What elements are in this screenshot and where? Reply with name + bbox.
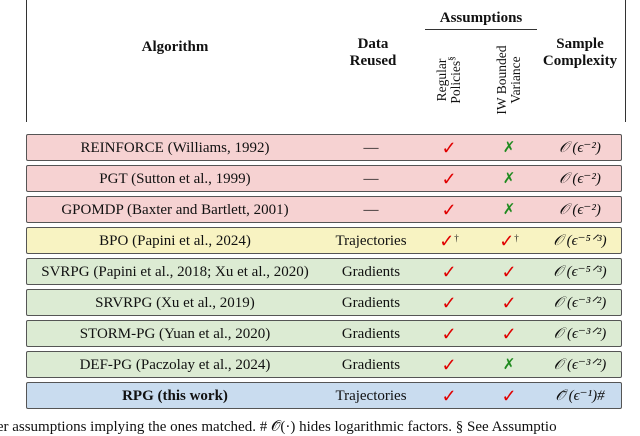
sample-complexity-cell: 𝒪̃ (ϵ⁻¹)# (555, 388, 605, 404)
check-icon: ✓ (441, 386, 457, 406)
dagger-mark: † (514, 233, 519, 243)
regular-policies-cell: ✓ (419, 383, 479, 410)
sample-complexity-cell: 𝒪 (ϵ⁻²) (559, 171, 601, 187)
regular-policies-footnote-mark: § (446, 56, 457, 61)
iw-bounded-variance-cell: ✓ (479, 290, 539, 317)
table-row: STORM-PG (Yuan et al., 2020) Gradients ✓ ✓ 𝒪… (26, 320, 622, 347)
iw-bounded-variance-cell: ✗ (479, 197, 539, 224)
check-icon: ✓ (439, 231, 455, 251)
regular-policies-cell: ✓† (419, 228, 479, 255)
algorithm-cell: BPO (Papini et al., 2024) (99, 233, 251, 249)
footnote-text: cter assumptions implying the ones match… (0, 419, 557, 435)
cross-icon: ✗ (502, 171, 516, 187)
table-row: RPG (this work) Trajectories ✓ ✓ 𝒪̃ (ϵ⁻¹)# (26, 382, 622, 409)
check-icon: ✓ (441, 324, 457, 344)
sample-complexity-cell: 𝒪 (ϵ⁻⁵ᐟ³) (553, 264, 607, 280)
regular-policies-cell: ✓ (419, 135, 479, 162)
algorithm-cell: SVRPG (Papini et al., 2018; Xu et al., 2… (41, 264, 309, 280)
check-icon: ✓ (501, 324, 517, 344)
regular-policies-cell: ✓ (419, 290, 479, 317)
regular-policies-cell: ✓ (419, 259, 479, 286)
iw-bounded-variance-cell: ✗ (479, 135, 539, 162)
sample-complexity-cell: 𝒪 (ϵ⁻⁵ᐟ³) (553, 233, 607, 249)
iw-bounded-variance-header: IW Bounded Variance (494, 45, 523, 115)
algorithm-header: Algorithm (141, 39, 209, 55)
assumptions-header: Assumptions (439, 10, 523, 26)
dagger-mark: † (454, 233, 459, 243)
sample-complexity-cell: 𝒪 (ϵ⁻³ᐟ²) (553, 357, 607, 373)
data-reused-cell: Gradients (341, 326, 401, 342)
algorithm-cell: PGT (Sutton et al., 1999) (99, 171, 251, 187)
algorithm-cell: GPOMDP (Baxter and Bartlett, 2001) (61, 202, 289, 218)
algorithm-cell: RPG (this work) (122, 388, 228, 404)
table-row: SRVRPG (Xu et al., 2019) Gradients ✓ ✓ 𝒪 (ϵ⁻… (26, 289, 622, 316)
sample-complexity-cell: 𝒪 (ϵ⁻³ᐟ²) (553, 295, 607, 311)
check-icon: ✓ (501, 262, 517, 282)
regular-policies-cell: ✓ (419, 352, 479, 379)
check-icon: ✓ (441, 200, 457, 220)
regular-policies-cell: ✓ (419, 321, 479, 348)
check-icon: ✓ (501, 386, 517, 406)
regular-policies-cell: ✓ (419, 197, 479, 224)
check-icon: ✓ (441, 293, 457, 313)
cross-icon: ✗ (502, 357, 516, 373)
sample-complexity-cell: 𝒪 (ϵ⁻³ᐟ²) (553, 326, 607, 342)
table-row: PGT (Sutton et al., 1999) — ✓ ✗ 𝒪 (ϵ⁻²) (26, 165, 622, 192)
data-reused-cell: Trajectories (335, 388, 407, 404)
regular-policies-header: Regular Policies§ (434, 38, 463, 122)
table-row: SVRPG (Papini et al., 2018; Xu et al., 2… (26, 258, 622, 285)
iw-bounded-variance-cell: ✓ (479, 259, 539, 286)
table-row: DEF-PG (Paczolay et al., 2024) Gradients ✓… (26, 351, 622, 378)
iw-bounded-variance-cell: ✗ (479, 166, 539, 193)
check-icon: ✓ (441, 262, 457, 282)
regular-policies-cell: ✓ (419, 166, 479, 193)
check-icon: ✓ (499, 231, 515, 251)
table-footnote: cter assumptions implying the ones match… (0, 418, 640, 436)
data-reused-cell: Gradients (341, 295, 401, 311)
table-row: REINFORCE (Williams, 1992) — ✓ ✗ 𝒪 (ϵ⁻²) (26, 134, 622, 161)
algorithm-cell: SRVRPG (Xu et al., 2019) (95, 295, 255, 311)
check-icon: ✓ (501, 293, 517, 313)
data-reused-cell: — (363, 140, 379, 156)
check-icon: ✓ (441, 169, 457, 189)
cross-icon: ✗ (502, 202, 516, 218)
data-reused-header: Data Reused (349, 36, 397, 69)
check-icon: ✓ (441, 138, 457, 158)
sample-complexity-header: Sample Complexity (542, 36, 618, 69)
sample-complexity-cell: 𝒪 (ϵ⁻²) (559, 140, 601, 156)
table-row: BPO (Papini et al., 2024) Trajectories ✓† ✓… (26, 227, 622, 254)
cross-icon: ✗ (502, 140, 516, 156)
sample-complexity-cell: 𝒪 (ϵ⁻²) (559, 202, 601, 218)
table-header: Algorithm Data Reused Assumptions Regula… (26, 0, 626, 122)
algorithm-cell: DEF-PG (Paczolay et al., 2024) (79, 357, 271, 373)
data-reused-cell: Trajectories (335, 233, 407, 249)
iw-bounded-variance-cell: ✓ (479, 383, 539, 410)
iw-bounded-variance-cell: ✓† (479, 228, 539, 255)
assumptions-rule (425, 29, 537, 30)
data-reused-cell: — (363, 171, 379, 187)
data-reused-cell: — (363, 202, 379, 218)
iw-bounded-variance-cell: ✓ (479, 321, 539, 348)
algorithm-cell: STORM-PG (Yuan et al., 2020) (79, 326, 271, 342)
check-icon: ✓ (441, 355, 457, 375)
iw-bounded-variance-cell: ✗ (479, 352, 539, 379)
data-reused-cell: Gradients (341, 357, 401, 373)
regular-policies-label: Regular Policies (434, 58, 463, 104)
data-reused-cell: Gradients (341, 264, 401, 280)
algorithm-cell: REINFORCE (Williams, 1992) (80, 140, 270, 156)
table-row: GPOMDP (Baxter and Bartlett, 2001) — ✓ ✗ 𝒪 (… (26, 196, 622, 223)
